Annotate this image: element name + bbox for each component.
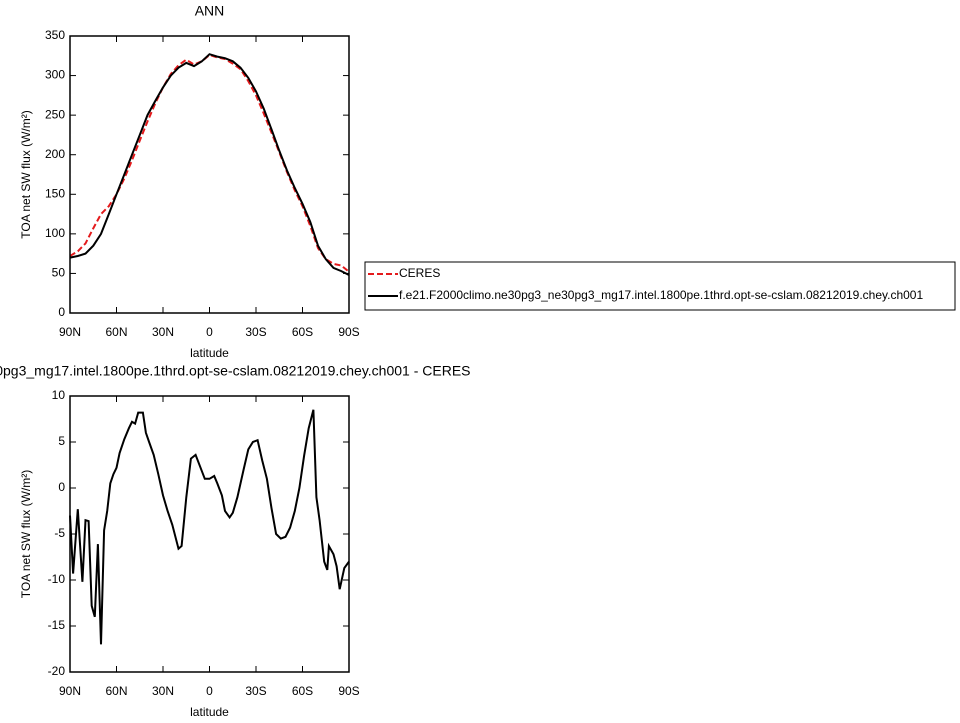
chart: g3_ne30pg3_mg17.intel.1800pe.1thrd.opt-s… bbox=[0, 363, 470, 719]
x-tick-label: 60S bbox=[292, 325, 313, 339]
x-axis-label: latitude bbox=[190, 346, 229, 360]
data-line bbox=[69, 53, 350, 273]
y-tick-label: 0 bbox=[58, 480, 65, 494]
y-tick-label: -20 bbox=[48, 664, 66, 678]
x-tick-label: 30N bbox=[152, 684, 174, 698]
y-tick-label: 0 bbox=[58, 305, 65, 319]
y-tick-label: 200 bbox=[45, 147, 65, 161]
legend-label: CERES bbox=[399, 266, 440, 280]
x-tick-label: 30S bbox=[245, 684, 266, 698]
x-tick-label: 0 bbox=[206, 325, 213, 339]
y-tick-label: 100 bbox=[45, 226, 65, 240]
y-tick-label: -15 bbox=[48, 618, 66, 632]
legend-box bbox=[364, 261, 956, 311]
legend: CERES f.e21.F2000climo.ne30pg3_ne30pg3_mg… bbox=[364, 261, 956, 311]
y-tick-label: 50 bbox=[52, 266, 66, 280]
x-tick-label: 0 bbox=[206, 684, 213, 698]
y-tick-label: 250 bbox=[45, 107, 65, 121]
x-tick-label: 30N bbox=[152, 325, 174, 339]
x-tick-label: 60S bbox=[292, 684, 313, 698]
y-tick-label: 350 bbox=[45, 28, 65, 42]
y-tick-label: -5 bbox=[54, 526, 65, 540]
chart: ANN latitude TOA net SW flux (W/m²) 0 50 100 1… bbox=[19, 3, 956, 360]
x-tick-label: 60N bbox=[105, 325, 127, 339]
chart-title: ANN bbox=[195, 3, 225, 19]
y-axis-label: TOA net SW flux (W/m²) bbox=[19, 470, 33, 598]
y-tick-label: 10 bbox=[52, 388, 66, 402]
plot-frame bbox=[69, 395, 350, 673]
x-tick-label: 90S bbox=[338, 325, 359, 339]
y-axis-label: TOA net SW flux (W/m²) bbox=[19, 110, 33, 238]
x-tick-label: 30S bbox=[245, 325, 266, 339]
y-tick-label: -10 bbox=[48, 572, 66, 586]
x-tick-label: 90N bbox=[59, 325, 81, 339]
data-line bbox=[69, 409, 350, 645]
x-axis-label: latitude bbox=[190, 705, 229, 719]
x-tick-label: 90S bbox=[338, 684, 359, 698]
plot-frame bbox=[69, 35, 350, 314]
y-tick-label: 150 bbox=[45, 186, 65, 200]
data-line bbox=[69, 53, 350, 276]
y-tick-label: 5 bbox=[58, 434, 65, 448]
chart-title: g3_ne30pg3_mg17.intel.1800pe.1thrd.opt-s… bbox=[0, 363, 470, 379]
x-tick-label: 60N bbox=[105, 684, 127, 698]
legend-label: f.e21.F2000climo.ne30pg3_ne30pg3_mg17.in… bbox=[399, 288, 923, 302]
y-tick-label: 300 bbox=[45, 68, 65, 82]
x-tick-label: 90N bbox=[59, 684, 81, 698]
